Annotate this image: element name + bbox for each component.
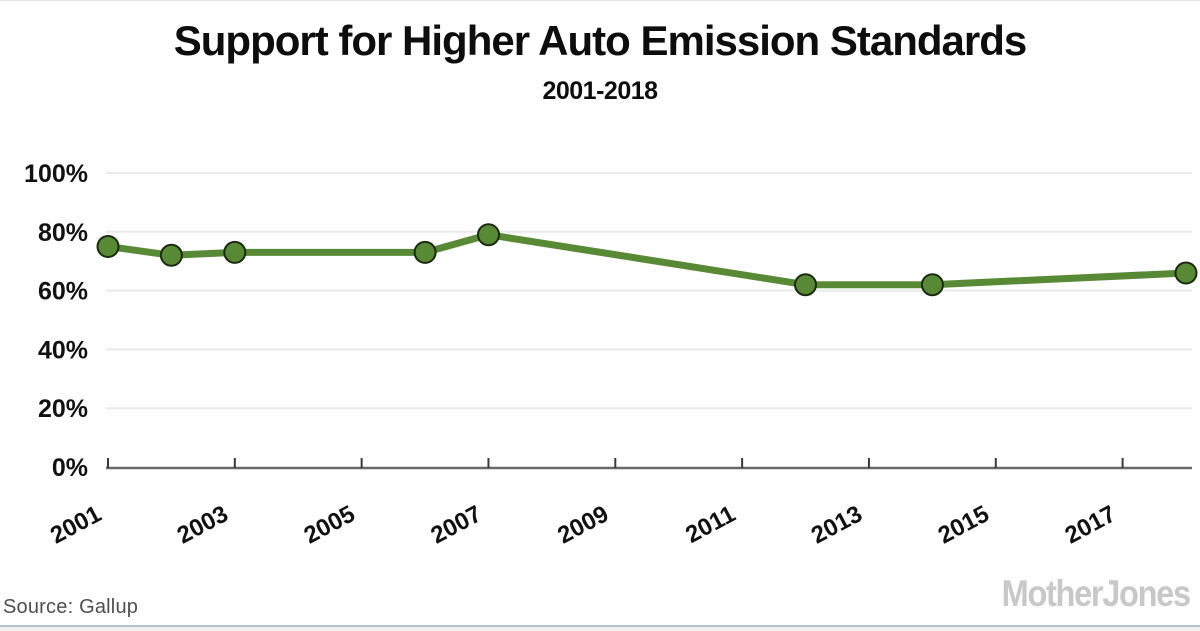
x-axis-label-2011: 2011 bbox=[681, 500, 740, 548]
y-axis-label-40pct: 40% bbox=[38, 336, 88, 364]
motherjones-logo: MotherJones bbox=[1001, 573, 1191, 614]
y-axis-label-80pct: 80% bbox=[38, 219, 88, 247]
source-credit: Source: Gallup bbox=[3, 596, 139, 618]
bottom-padding bbox=[0, 627, 1200, 631]
data-line bbox=[104, 231, 1190, 289]
data-point-2003 bbox=[223, 240, 247, 264]
bottom-rule bbox=[0, 625, 1200, 627]
x-axis-label-2013: 2013 bbox=[807, 500, 867, 549]
data-point-2006 bbox=[413, 240, 437, 264]
chart-subtitle: 2001-2018 bbox=[542, 77, 658, 105]
x-axis-label-2007: 2007 bbox=[426, 500, 486, 549]
data-point-2001 bbox=[96, 235, 120, 258]
x-axis-label-2009: 2009 bbox=[553, 500, 613, 549]
data-point-2012 bbox=[794, 273, 817, 297]
x-axis-label-2001: 2001 bbox=[46, 500, 106, 549]
x-axis-label-2015: 2015 bbox=[934, 500, 994, 549]
y-axis-label-60pct: 60% bbox=[38, 278, 88, 306]
data-point-2007 bbox=[477, 223, 500, 247]
chart-title: Support for Higher Auto Emission Standar… bbox=[173, 17, 1028, 64]
y-axis-label-0pct: 0% bbox=[52, 454, 88, 482]
x-axis-label-2017: 2017 bbox=[1061, 500, 1121, 549]
x-axis-label-2003: 2003 bbox=[173, 500, 233, 549]
y-axis-label-100pct: 100% bbox=[24, 160, 88, 188]
x-axis-label-2005: 2005 bbox=[300, 500, 360, 549]
data-point-2002 bbox=[159, 243, 183, 267]
y-axis-label-20pct: 20% bbox=[38, 395, 88, 423]
data-point-2018 bbox=[1174, 261, 1198, 285]
data-point-2014 bbox=[920, 273, 944, 297]
